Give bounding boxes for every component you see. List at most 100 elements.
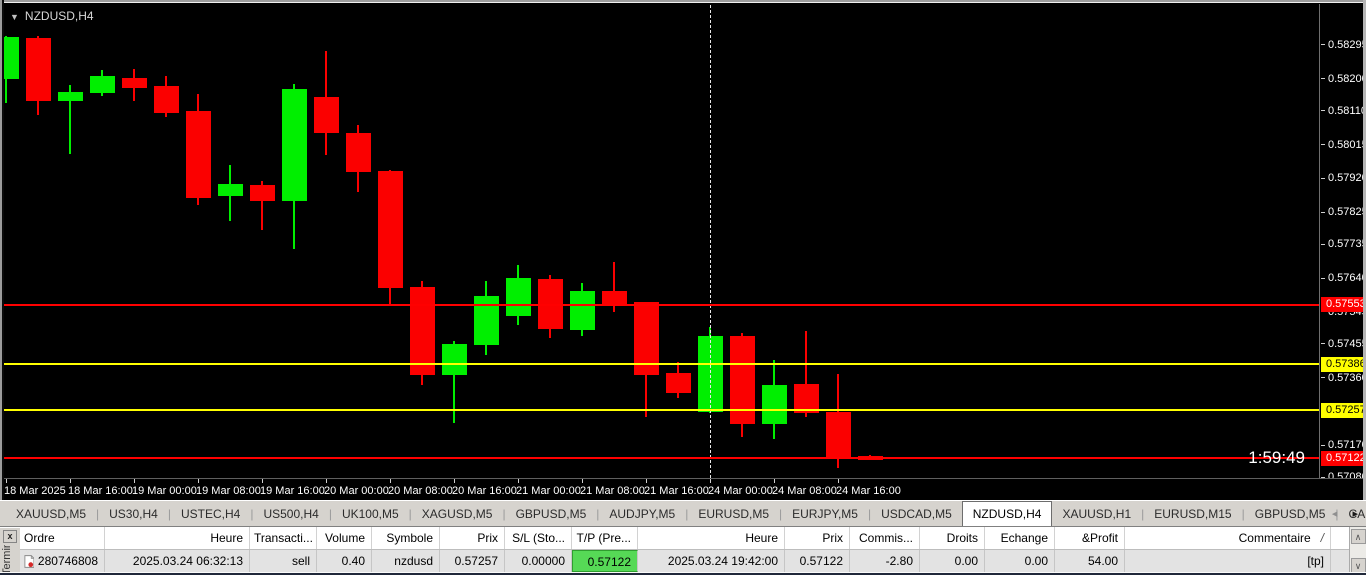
price-tag: 0.57553 (1321, 297, 1366, 313)
time-tick (454, 479, 455, 483)
price-tick-label: 0.57360 (1328, 371, 1366, 384)
terminal-close-button[interactable]: x (3, 530, 17, 543)
candle (346, 133, 371, 172)
candle (762, 385, 787, 424)
candle-wick (453, 340, 455, 424)
candle-countdown-timer: 1:59:49 (1248, 448, 1305, 468)
orders-table: Ordre Heure Transacti... Volume Symbole Prix S… (20, 527, 1349, 575)
candle (634, 302, 659, 376)
order-cell: 0.57122 (785, 550, 850, 572)
candle (314, 97, 339, 134)
tab-usdcad-m5[interactable]: USDCAD,M5 (881, 507, 952, 521)
tab-separator: | (408, 507, 412, 521)
candle (506, 277, 531, 316)
scroll-down-icon[interactable]: ∨ (1350, 558, 1366, 573)
tab-scroll-right-icon[interactable]: ▸ (1352, 508, 1358, 520)
time-tick (198, 479, 199, 483)
order-line[interactable] (0, 457, 1319, 460)
column-header[interactable]: Transacti... (250, 527, 317, 549)
order-document-icon (24, 554, 34, 568)
tab-audjpy-m5[interactable]: AUDJPY,M5 (609, 507, 676, 521)
column-header[interactable]: Heure (105, 527, 250, 549)
candle (154, 86, 179, 114)
candle-wick (805, 330, 807, 418)
order-line[interactable] (0, 409, 1319, 412)
tab-ustec-h4[interactable]: USTEC,H4 (180, 507, 241, 521)
window-right-border (1363, 0, 1366, 500)
candle-wick (69, 85, 71, 155)
column-header[interactable]: Commis... (850, 527, 920, 549)
tab-xauusd-m5[interactable]: XAUUSD,M5 (16, 507, 87, 521)
column-header[interactable]: Ordre (20, 527, 105, 549)
column-header[interactable]: Prix (785, 527, 850, 549)
time-tick (710, 479, 711, 483)
terminal-vertical-tab[interactable]: Terminal (1, 545, 13, 575)
tab-us30-h4[interactable]: US30,H4 (109, 507, 158, 521)
chart-canvas[interactable]: ▼ NZDUSD,H4 1:59:49 (0, 0, 1319, 478)
candle (378, 170, 403, 288)
time-tick (6, 479, 7, 483)
tab-eurjpy-m5[interactable]: EURJPY,M5 (792, 507, 858, 521)
order-row[interactable]: 280746808 2025.03.24 06:32:13 sell 0.40 nzdu… (20, 550, 1349, 572)
order-cell: [tp] (1125, 550, 1331, 572)
column-header[interactable]: T/P (Pre... (572, 527, 638, 549)
price-axis[interactable]: 0.58295 0.58200 0.58110 0.58015 0.57920 0.578… (1319, 4, 1366, 483)
order-cell: 0.00 (985, 550, 1055, 572)
price-tick (1321, 44, 1325, 46)
column-header[interactable]: Echange (985, 527, 1055, 549)
time-tick (518, 479, 519, 483)
tab-cadjpy-m1[interactable]: CADJPY,M1 (1348, 507, 1366, 521)
price-tick (1321, 243, 1325, 245)
tab-eurusd-m15[interactable]: EURUSD,M15 (1154, 507, 1232, 521)
column-header[interactable]: Droits (920, 527, 985, 549)
time-tick (646, 479, 647, 483)
order-line[interactable] (0, 303, 1319, 306)
price-tick-label: 0.58015 (1328, 138, 1366, 151)
time-label: 19 Mar 00:00 (132, 485, 197, 497)
tab-xagusd-m5[interactable]: XAGUSD,M5 (421, 507, 493, 521)
price-tag: 0.57386 (1321, 356, 1366, 372)
order-cell: 2025.03.24 06:32:13 (105, 550, 250, 572)
window-top-border (0, 0, 1366, 3)
time-label: 24 Mar 16:00 (836, 485, 901, 497)
tab-separator: | (328, 507, 332, 521)
tab-separator: | (1241, 507, 1245, 521)
tab-uk100-m5[interactable]: UK100,M5 (341, 507, 399, 521)
time-axis[interactable]: 18 Mar 2025 18 Mar 16:00 19 Mar 00:00 19 Ma… (0, 478, 1366, 500)
terminal-scrollbar[interactable]: ∧ ∨ (1349, 527, 1366, 575)
scroll-up-icon[interactable]: ∧ (1350, 529, 1366, 544)
tab-us500-h4[interactable]: US500,H4 (263, 507, 319, 521)
chart-tab-bar: XAUUSD,M5 | US30,H4 | USTEC,H4 | US500,H4 | UK10… (0, 500, 1366, 526)
tab-gbpusd-m5[interactable]: GBPUSD,M5 (515, 507, 587, 521)
time-label: 19 Mar 08:00 (196, 485, 261, 497)
column-header[interactable]: S/L (Sto... (505, 527, 572, 549)
order-cell: 0.57257 (440, 550, 505, 572)
time-label: 18 Mar 2025 (4, 485, 66, 497)
column-header[interactable]: Heure (638, 527, 785, 549)
tab-separator: | (167, 507, 171, 521)
column-header[interactable]: Symbole (372, 527, 440, 549)
tab-nzdusd-h4[interactable]: NZDUSD,H4 (961, 501, 1053, 526)
price-tick-label: 0.58295 (1328, 38, 1366, 51)
tab-xauusd-h1[interactable]: XAUUSD,H1 (1062, 507, 1132, 521)
tab-separator: | (779, 507, 783, 521)
column-header[interactable]: Prix (440, 527, 505, 549)
price-tick (1321, 277, 1325, 279)
tab-scroll-left-icon[interactable]: ◂ (1331, 508, 1338, 520)
tab-eurusd-m5[interactable]: EURUSD,M5 (698, 507, 770, 521)
candle (26, 38, 51, 102)
symbol-label[interactable]: ▼ NZDUSD,H4 (10, 9, 94, 23)
column-header[interactable]: Volume (317, 527, 372, 549)
tab-scroll-arrows: ◂ ▸ (1332, 507, 1358, 520)
price-tick-label: 0.57170 (1328, 439, 1366, 452)
time-label: 24 Mar 08:00 (772, 485, 837, 497)
candle (666, 372, 691, 393)
candle (282, 88, 307, 202)
order-line[interactable] (0, 363, 1319, 366)
tab-gbpusd-m5[interactable]: GBPUSD,M5 (1254, 507, 1326, 521)
column-header[interactable]: &Profit (1055, 527, 1125, 549)
price-tick (1321, 78, 1325, 80)
column-header[interactable]: Commentaire / (1125, 527, 1331, 549)
period-separator-line (710, 0, 711, 478)
